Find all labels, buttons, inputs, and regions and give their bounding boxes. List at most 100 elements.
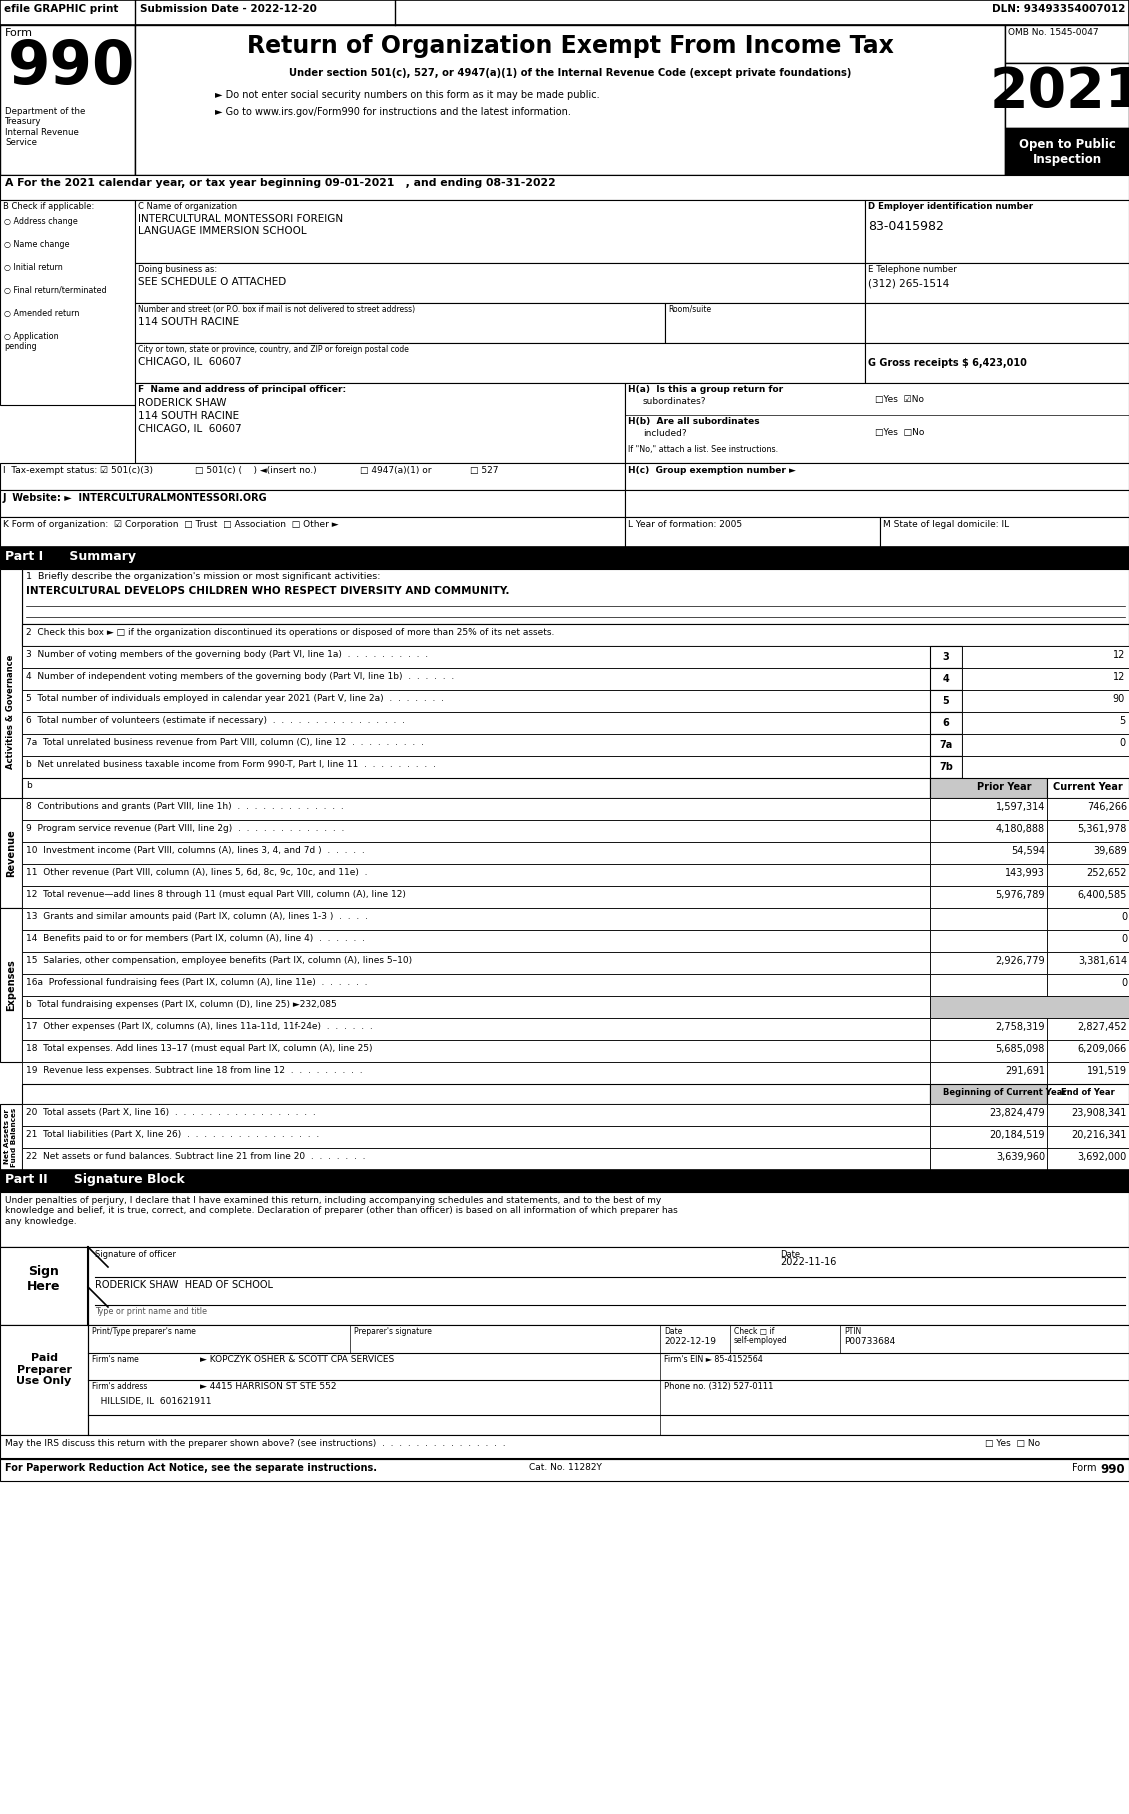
Text: 3,639,960: 3,639,960 [996, 1152, 1045, 1163]
Text: 20  Total assets (Part X, line 16)  .  .  .  .  .  .  .  .  .  .  .  .  .  .  . : 20 Total assets (Part X, line 16) . . . … [26, 1108, 316, 1117]
Text: b: b [26, 782, 32, 791]
Bar [930, 668, 962, 689]
Text: 18  Total expenses. Add lines 13–17 (must equal Part IX, column (A), line 25): 18 Total expenses. Add lines 13–17 (must… [26, 1045, 373, 1052]
Text: Form: Form [1073, 1464, 1100, 1473]
Bar [135, 303, 665, 343]
Text: 7b: 7b [939, 762, 953, 773]
Bar [865, 200, 1129, 263]
Bar [0, 798, 21, 909]
Text: 8  Contributions and grants (Part VIII, line 1h)  .  .  .  .  .  .  .  .  .  .  : 8 Contributions and grants (Part VIII, l… [26, 802, 343, 811]
Bar [0, 1324, 88, 1435]
Bar [1047, 909, 1129, 931]
Text: 23,908,341: 23,908,341 [1071, 1108, 1127, 1117]
Text: 23,824,479: 23,824,479 [989, 1108, 1045, 1117]
Text: Cat. No. 11282Y: Cat. No. 11282Y [528, 1464, 602, 1471]
Bar [1047, 1039, 1129, 1061]
Text: Return of Organization Exempt From Income Tax: Return of Organization Exempt From Incom… [246, 34, 893, 58]
Bar [0, 1105, 21, 1170]
Bar [1047, 1105, 1129, 1126]
Bar [0, 1246, 88, 1324]
Text: ○ Name change: ○ Name change [5, 239, 70, 249]
Text: 0: 0 [1121, 978, 1127, 989]
Text: Date: Date [780, 1250, 800, 1259]
Text: ○ Amended return: ○ Amended return [5, 308, 79, 317]
Text: 5: 5 [1119, 717, 1124, 726]
Text: □ 501(c) (    ) ◄(insert no.): □ 501(c) ( ) ◄(insert no.) [195, 466, 316, 475]
Text: 20,184,519: 20,184,519 [989, 1130, 1045, 1139]
Bar [21, 996, 930, 1018]
Text: 17  Other expenses (Part IX, columns (A), lines 11a-11d, 11f-24e)  .  .  .  .  .: 17 Other expenses (Part IX, columns (A),… [26, 1021, 373, 1030]
Text: 5,976,789: 5,976,789 [996, 891, 1045, 900]
Bar [962, 713, 1129, 735]
Text: subordinates?: subordinates? [644, 397, 707, 406]
Text: ○ Initial return: ○ Initial return [5, 263, 63, 272]
Bar [930, 1105, 1047, 1126]
Text: b  Net unrelated business taxable income from Form 990-T, Part I, line 11  .  . : b Net unrelated business taxable income … [26, 760, 436, 769]
Text: PTIN: PTIN [844, 1328, 861, 1335]
Bar [1005, 129, 1129, 174]
Text: Number and street (or P.O. box if mail is not delivered to street address): Number and street (or P.O. box if mail i… [138, 305, 415, 314]
Text: Print/Type preparer's name: Print/Type preparer's name [91, 1328, 195, 1335]
Bar [21, 624, 1129, 646]
Text: 83-0415982: 83-0415982 [868, 219, 944, 232]
Text: 13  Grants and similar amounts paid (Part IX, column (A), lines 1-3 )  .  .  .  : 13 Grants and similar amounts paid (Part… [26, 912, 368, 922]
Text: 6,400,585: 6,400,585 [1077, 891, 1127, 900]
Text: D Employer identification number: D Employer identification number [868, 201, 1033, 210]
Text: 3,692,000: 3,692,000 [1078, 1152, 1127, 1163]
Bar [1047, 842, 1129, 863]
Text: 114 SOUTH RACINE: 114 SOUTH RACINE [138, 412, 239, 421]
Text: Under section 501(c), 527, or 4947(a)(1) of the Internal Revenue Code (except pr: Under section 501(c), 527, or 4947(a)(1)… [289, 67, 851, 78]
Text: ► 4415 HARRISON ST STE 552: ► 4415 HARRISON ST STE 552 [200, 1382, 336, 1391]
Text: 22  Net assets or fund balances. Subtract line 21 from line 20  .  .  .  .  .  .: 22 Net assets or fund balances. Subtract… [26, 1152, 366, 1161]
Text: 7a: 7a [939, 740, 953, 749]
Bar [1047, 885, 1129, 909]
Text: 2022-12-19: 2022-12-19 [664, 1337, 716, 1346]
Bar [21, 689, 930, 713]
Bar [930, 646, 962, 668]
Bar [930, 820, 1047, 842]
Text: DLN: 93493354007012: DLN: 93493354007012 [991, 4, 1124, 15]
Bar [930, 778, 1047, 798]
Text: M State of legal domicile: IL: M State of legal domicile: IL [883, 521, 1009, 530]
Text: 291,691: 291,691 [1005, 1067, 1045, 1076]
Text: Department of the
Treasury
Internal Revenue
Service: Department of the Treasury Internal Reve… [5, 107, 86, 147]
Text: Signature of officer: Signature of officer [95, 1250, 176, 1259]
Text: ☑ 501(c)(3): ☑ 501(c)(3) [100, 466, 154, 475]
Text: If "No," attach a list. See instructions.: If "No," attach a list. See instructions… [628, 444, 778, 454]
Text: Part II      Signature Block: Part II Signature Block [5, 1174, 185, 1186]
Text: C Name of organization: C Name of organization [138, 201, 237, 210]
Bar [135, 263, 865, 303]
Text: City or town, state or province, country, and ZIP or foreign postal code: City or town, state or province, country… [138, 345, 409, 354]
Bar [930, 1018, 1047, 1039]
Text: (2021): (2021) [1124, 1464, 1129, 1473]
Text: 15  Salaries, other compensation, employee benefits (Part IX, column (A), lines : 15 Salaries, other compensation, employe… [26, 956, 412, 965]
Bar [21, 1085, 930, 1105]
Bar [0, 490, 625, 517]
Text: 9  Program service revenue (Part VIII, line 2g)  .  .  .  .  .  .  .  .  .  .  .: 9 Program service revenue (Part VIII, li… [26, 824, 344, 833]
Text: b  Total fundraising expenses (Part IX, column (D), line 25) ►232,085: b Total fundraising expenses (Part IX, c… [26, 1000, 336, 1009]
Text: 3: 3 [943, 651, 949, 662]
Text: Net Assets or
Fund Balances: Net Assets or Fund Balances [5, 1107, 18, 1166]
Bar [0, 1458, 1129, 1480]
Bar [962, 689, 1129, 713]
Text: CHICAGO, IL  60607: CHICAGO, IL 60607 [138, 424, 242, 434]
Bar [930, 756, 962, 778]
Bar [930, 713, 962, 735]
Text: 2,758,319: 2,758,319 [996, 1021, 1045, 1032]
Text: Doing business as:: Doing business as: [138, 265, 217, 274]
Bar [21, 1105, 930, 1126]
Text: 4,180,888: 4,180,888 [996, 824, 1045, 834]
Bar [962, 735, 1129, 756]
Text: Firm's EIN ► 85-4152564: Firm's EIN ► 85-4152564 [664, 1355, 763, 1364]
Bar [1005, 63, 1129, 129]
Bar [930, 996, 1129, 1018]
Bar [21, 1018, 930, 1039]
Text: J  Website: ►  INTERCULTURALMONTESSORI.ORG: J Website: ► INTERCULTURALMONTESSORI.ORG [3, 493, 268, 502]
Bar [0, 517, 625, 548]
Bar [930, 952, 1047, 974]
Bar [0, 174, 1129, 200]
Bar [21, 778, 930, 798]
Text: 21  Total liabilities (Part X, line 26)  .  .  .  .  .  .  .  .  .  .  .  .  .  : 21 Total liabilities (Part X, line 26) .… [26, 1130, 320, 1139]
Text: 746,266: 746,266 [1087, 802, 1127, 813]
Bar [1047, 820, 1129, 842]
